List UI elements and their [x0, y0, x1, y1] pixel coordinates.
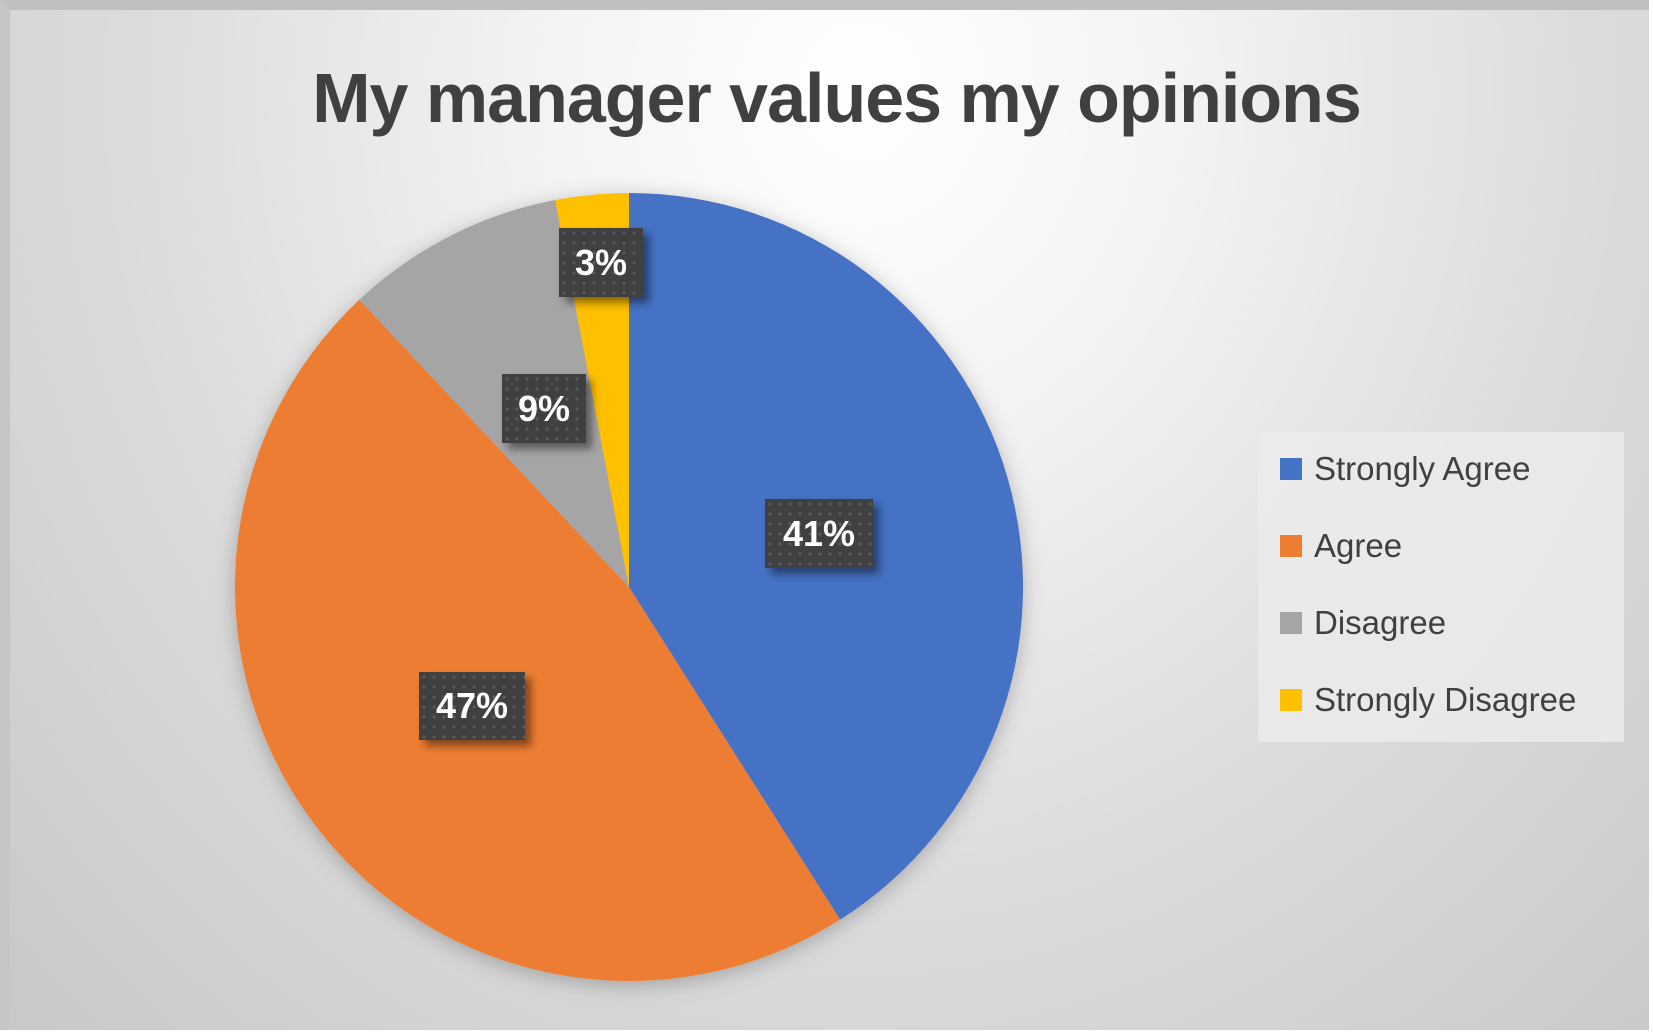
legend-item-strongly-disagree[interactable]: Strongly Disagree — [1280, 681, 1576, 719]
legend-item-disagree[interactable]: Disagree — [1280, 604, 1446, 642]
data-label-agree: 47% — [419, 672, 525, 740]
legend-item-agree[interactable]: Agree — [1280, 527, 1402, 565]
legend-swatch-icon — [1280, 612, 1302, 634]
legend-label: Disagree — [1314, 604, 1447, 641]
legend-swatch-icon — [1280, 689, 1302, 711]
legend-swatch-icon — [1280, 535, 1302, 557]
data-label-disagree: 9% — [502, 374, 586, 443]
legend-item-strongly-agree[interactable]: Strongly Agree — [1280, 450, 1530, 488]
legend: Strongly Agree Agree Disagree Strongly D… — [1258, 432, 1624, 742]
data-label-strongly-agree: 41% — [765, 499, 873, 568]
legend-swatch-icon — [1280, 458, 1302, 480]
legend-label: Strongly Agree — [1314, 450, 1531, 487]
data-label-strongly-disagree: 3% — [559, 228, 643, 297]
pie-slice-agree[interactable] — [235, 299, 841, 981]
chart-title: My manager values my opinions — [312, 59, 1362, 137]
legend-label: Strongly Disagree — [1314, 681, 1577, 718]
legend-label: Agree — [1314, 527, 1403, 564]
